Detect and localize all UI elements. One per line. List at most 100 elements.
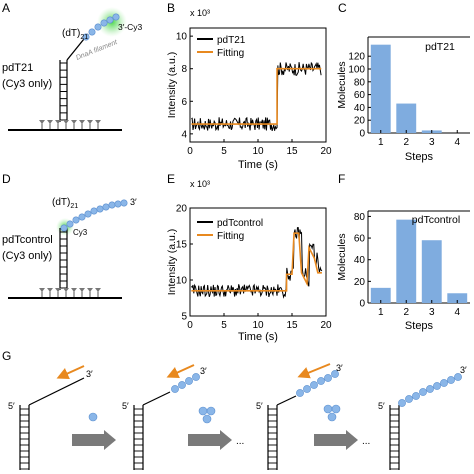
dnaa-bead [66, 220, 74, 228]
dnaa-bead [114, 200, 122, 208]
dnaa-bead [426, 385, 434, 393]
dnaa-bead [440, 379, 448, 387]
y-tick-label: 100 [348, 65, 365, 76]
step-arrow [72, 430, 116, 450]
y-tick-label: 8 [181, 64, 187, 75]
dnaa-bead [90, 207, 98, 215]
bar-step-2 [396, 103, 417, 133]
dnaa-bead [185, 377, 193, 385]
x-axis-title: Steps [405, 320, 434, 332]
anchor-head [47, 288, 53, 292]
anchor-head [63, 120, 69, 124]
construct-note: (Cy3 only) [2, 78, 52, 90]
anchor-head [71, 288, 77, 292]
y-tick-label: 120 [348, 52, 365, 63]
ssdna-tail [142, 391, 171, 406]
chart-b: x 10³ 0 5 10 15 20 4 6 8 10 pdT21 Fitting Time (… [166, 8, 332, 171]
schematic-d: (dT)21 3′ Cy3 pdTcontrol (Cy3 only) [2, 197, 137, 299]
y-tick-label: 40 [354, 255, 366, 266]
translocation-arrow [297, 363, 331, 379]
x-axis-title: Time (s) [238, 331, 278, 343]
dnaa-bead [88, 412, 98, 422]
construct-note: (Cy3 only) [2, 250, 52, 262]
bar-step-2 [396, 219, 417, 303]
panel-label-c: C [338, 1, 347, 15]
three-prime-label: 3′ [336, 363, 343, 373]
dnaa-bead [78, 213, 86, 221]
dnaa-bead [202, 414, 212, 424]
dnaa-bead [303, 385, 311, 393]
dnaa-bead [433, 382, 441, 390]
y-tick-label: 60 [354, 234, 366, 245]
y-tick-label: 60 [354, 90, 366, 101]
panel-label-g: G [2, 349, 11, 363]
dnaa-bead [324, 374, 332, 382]
x-tick-label: 4 [454, 137, 460, 148]
dnaa-bead [82, 33, 90, 41]
anchor-head [79, 288, 85, 292]
legend-label-series: pdTcontrol [217, 218, 263, 229]
fitting-line [191, 232, 322, 292]
y-axis-title: Molecules [336, 233, 348, 280]
y-axis-title: Intensity (a.u.) [166, 52, 178, 119]
dnaa-bead [323, 404, 333, 414]
dnaa-bead [100, 19, 108, 27]
three-prime-label: 3′ [200, 366, 207, 376]
y-tick-label: 80 [354, 77, 366, 88]
dnaa-bead [327, 412, 337, 422]
fitting-line [191, 67, 322, 125]
translocation-arrow [56, 365, 85, 379]
dnaa-bead [454, 373, 462, 381]
anchor-head [71, 120, 77, 124]
dnaa-bead [178, 381, 186, 389]
panel-label-d: D [2, 172, 11, 186]
dnaa-bead [206, 406, 216, 416]
y-tick-label: 80 [354, 212, 366, 223]
y-tick-label: 0 [359, 299, 365, 310]
legend: pdTcontrol Fitting [197, 218, 263, 242]
schematic-a: (dT)21 3′-Cy3 DnaA filament pdT21 (Cy3 o… [2, 7, 143, 131]
intensity-trace [191, 227, 323, 299]
y-tick-label: 6 [181, 97, 187, 108]
dnaa-bead [72, 216, 80, 224]
three-prime-label: 3′ [130, 197, 137, 207]
dnaa-bead [398, 399, 406, 407]
legend-label-fitting: Fitting [217, 48, 244, 59]
anchor-head [79, 120, 85, 124]
ssdna-tail [28, 377, 85, 406]
anchor-head [39, 120, 45, 124]
dnaa-bead [192, 373, 200, 381]
dnaa-bead [120, 199, 128, 207]
dnaa-bead [88, 28, 96, 36]
dye-label: 3′-Cy3 [118, 22, 143, 32]
construct-label: pdTcontrol [2, 234, 53, 246]
axis-multiplier: x 10³ [190, 179, 210, 189]
panel-label-a: A [2, 1, 10, 15]
legend-label-series: pdT21 [217, 35, 246, 46]
dnaa-bead [317, 377, 325, 385]
x-tick-label: 20 [320, 146, 332, 157]
y-axis-title: Molecules [336, 61, 348, 108]
dnaa-bead [112, 13, 120, 21]
anchor-head [95, 120, 101, 124]
x-tick-label: 5 [221, 146, 227, 157]
anchor-head [87, 288, 93, 292]
dnaa-bead [331, 404, 341, 414]
dnaa-bead [96, 205, 104, 213]
bar-step-1 [370, 287, 391, 303]
translocation-arrow [166, 364, 195, 378]
x-tick-label: 3 [429, 307, 435, 318]
dt-label: (dT)21 [52, 197, 78, 210]
dnaa-bead [60, 224, 68, 232]
five-prime-label: 5′ [378, 401, 385, 411]
axis-multiplier: x 10³ [190, 8, 210, 18]
dnaa-bead [94, 23, 102, 31]
x-tick-label: 15 [286, 320, 298, 331]
three-prime-label: 3′ [460, 365, 467, 375]
panel-label-b: B [167, 1, 175, 15]
x-tick-label: 3 [429, 137, 435, 148]
